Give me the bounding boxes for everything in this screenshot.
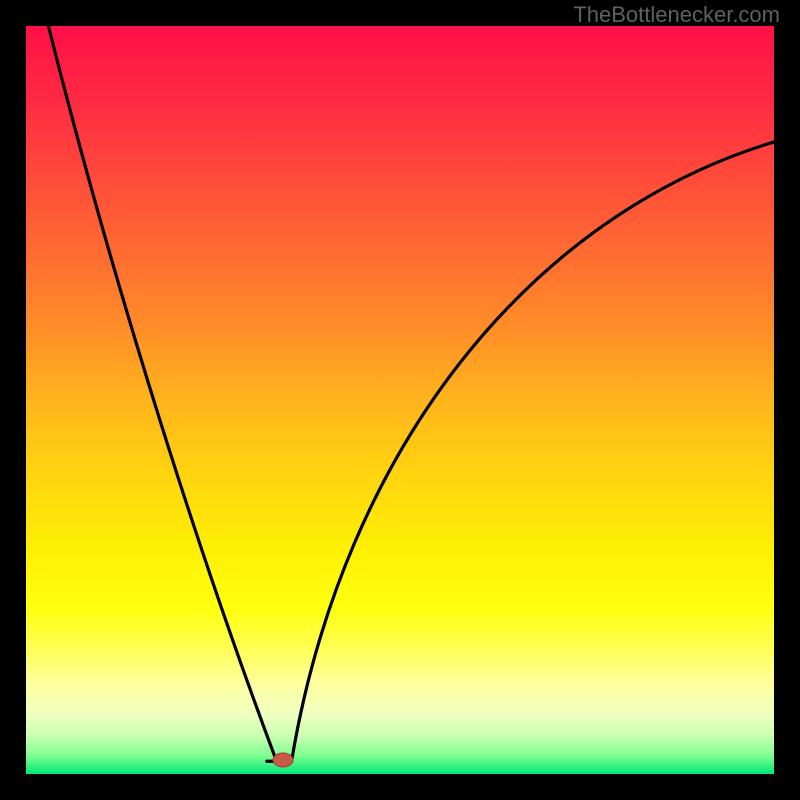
frame-right: [774, 0, 800, 800]
bottleneck-curve: [26, 26, 774, 774]
bottleneck-marker: [271, 751, 295, 769]
frame-left: [0, 0, 26, 800]
frame-bottom: [0, 774, 800, 800]
watermark-text: TheBottlenecker.com: [573, 2, 780, 28]
chart-container: TheBottlenecker.com: [0, 0, 800, 800]
plot-area: [26, 26, 774, 774]
